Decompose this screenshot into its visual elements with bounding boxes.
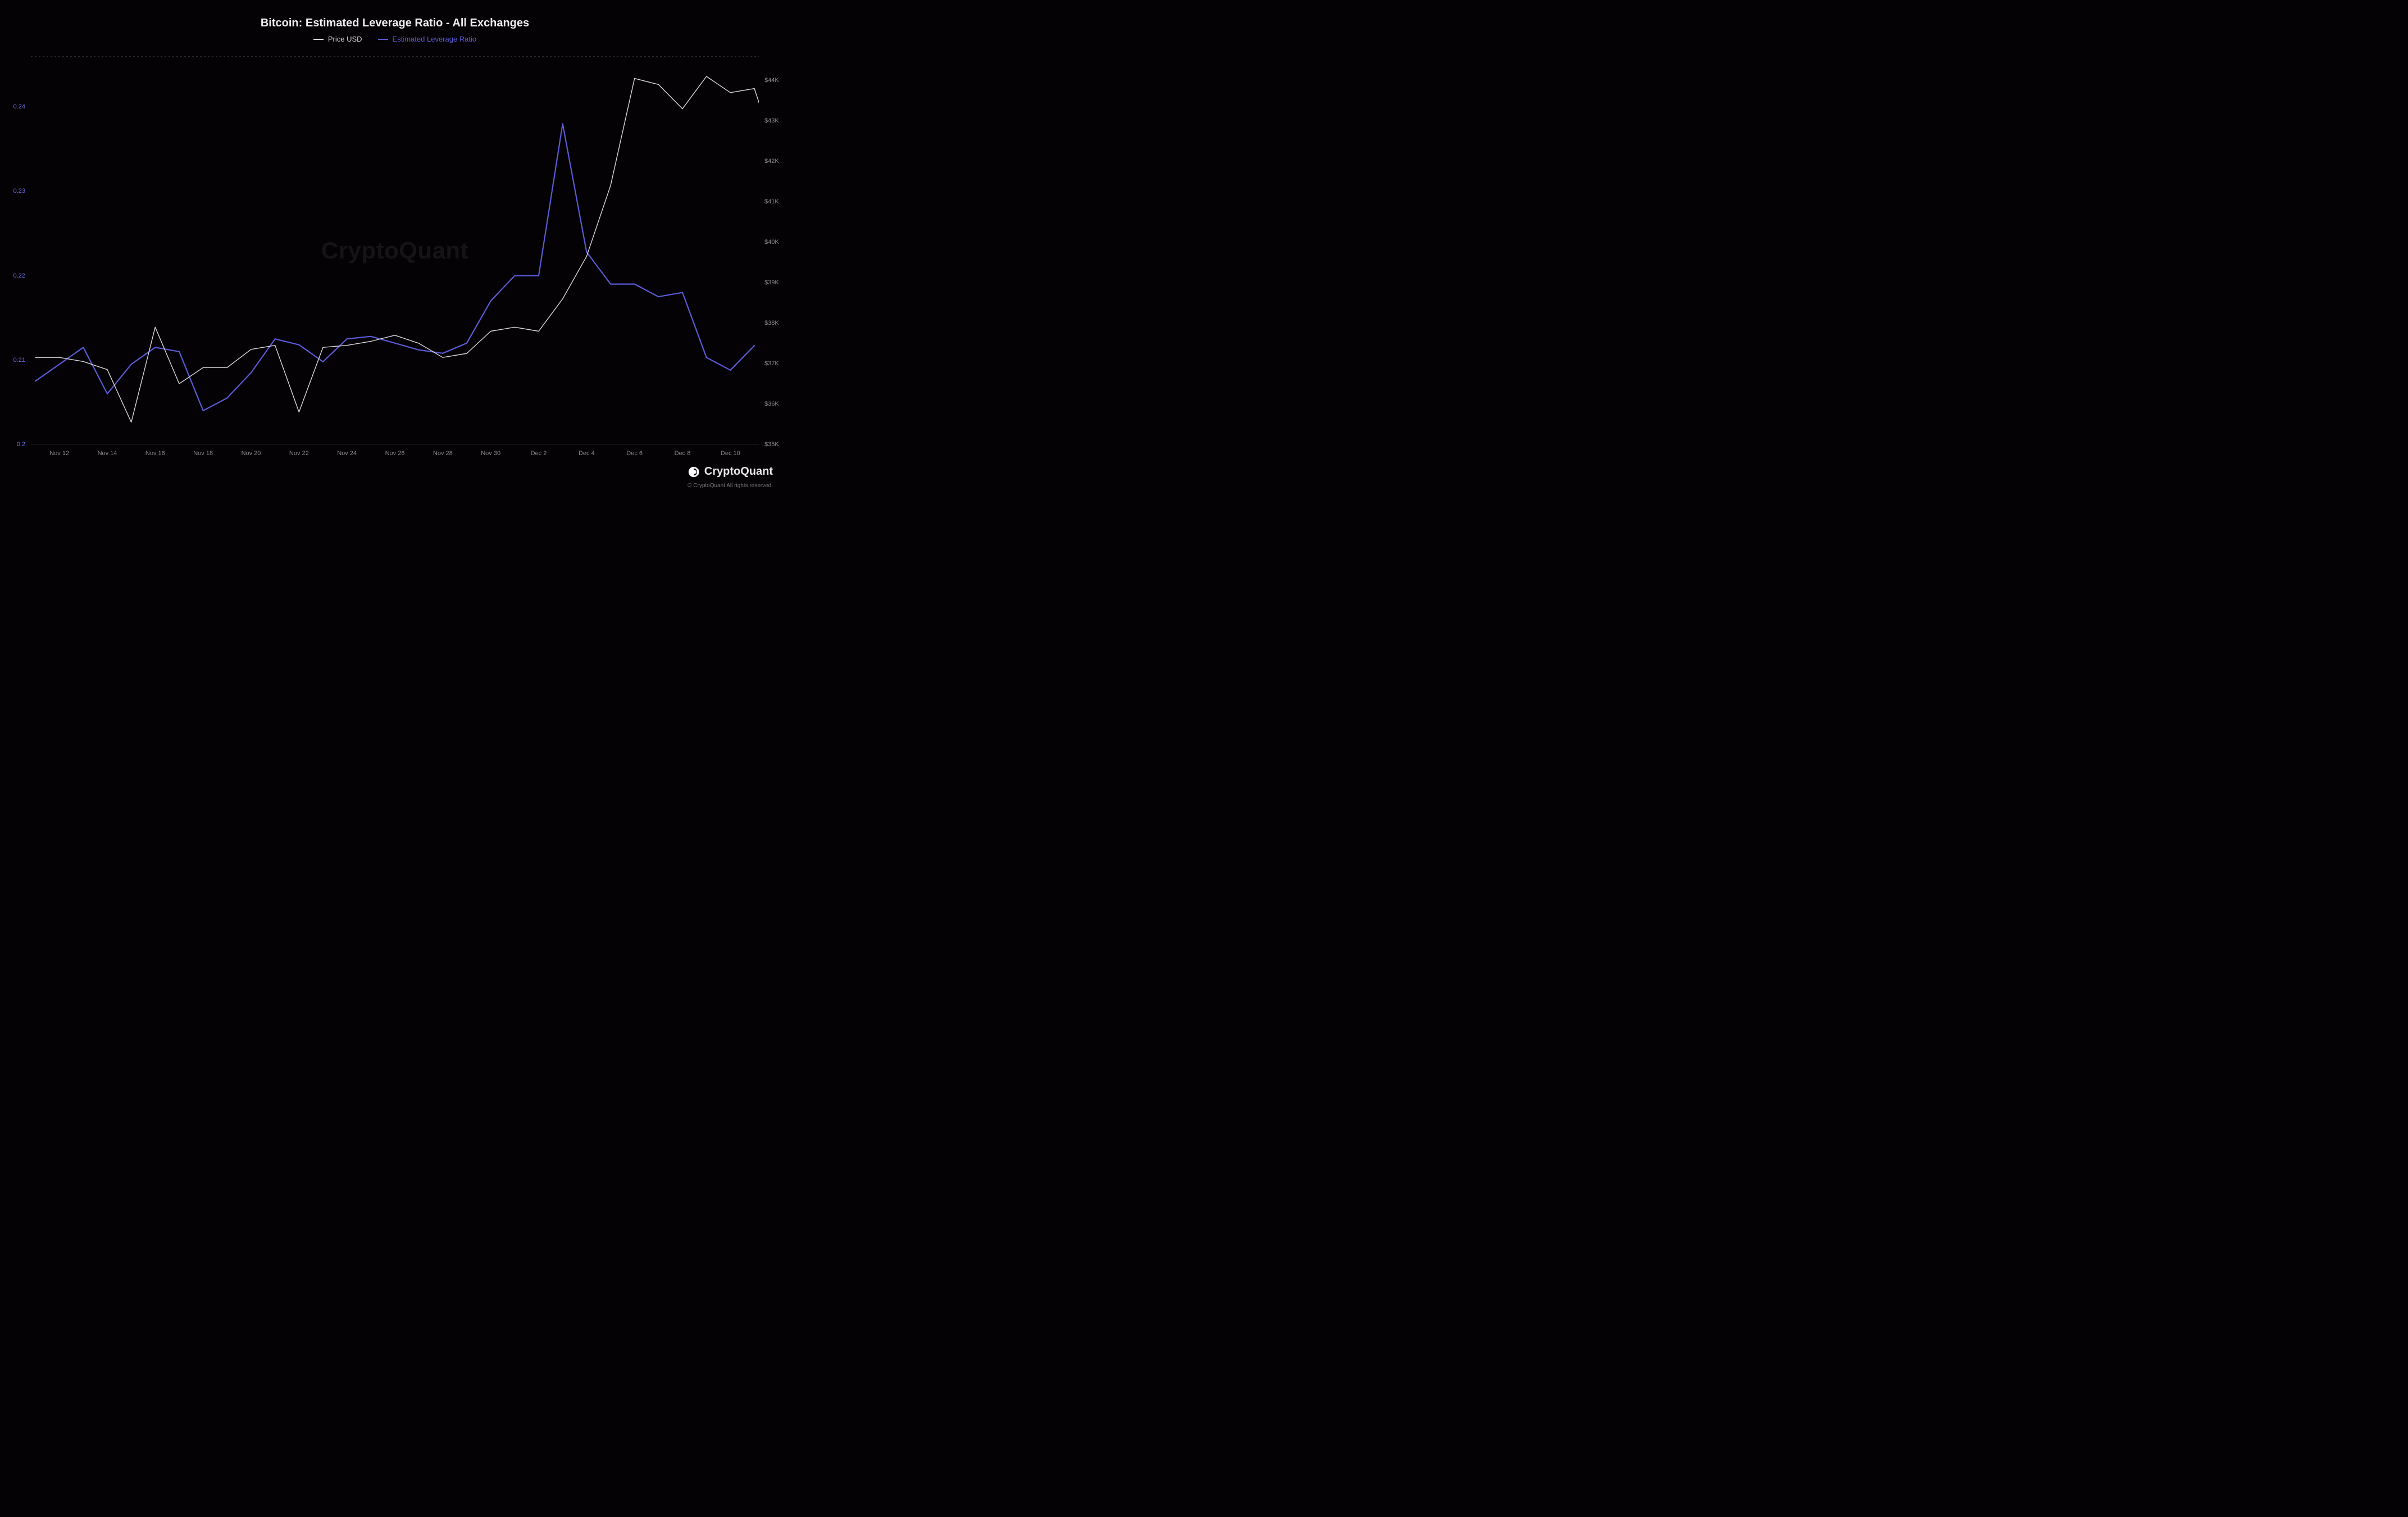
- y-left-tick: 0.23: [13, 188, 25, 194]
- brand-logo: CryptoQuant: [688, 465, 773, 478]
- y-right-tick: $35K: [764, 441, 779, 448]
- y-right-tick: $43K: [764, 117, 779, 124]
- x-tick: Dec 10: [721, 450, 740, 457]
- x-tick: Nov 16: [145, 450, 165, 457]
- y-right-tick: $41K: [764, 198, 779, 205]
- x-tick: Dec 4: [579, 450, 595, 457]
- legend: Price USD Estimated Leverage Ratio: [0, 35, 790, 43]
- plot-svg: [31, 56, 759, 444]
- y-right-tick: $42K: [764, 158, 779, 165]
- y-right-tick: $39K: [764, 279, 779, 286]
- x-tick: Nov 24: [337, 450, 357, 457]
- x-tick: Nov 18: [193, 450, 213, 457]
- y-left-tick: 0.2: [17, 441, 25, 448]
- x-tick: Dec 2: [531, 450, 547, 457]
- brand-icon: [688, 466, 700, 478]
- y-left-tick: 0.22: [13, 272, 25, 279]
- legend-swatch-leverage: [378, 39, 388, 40]
- y-left-tick: 0.21: [13, 357, 25, 364]
- y-right-tick: $44K: [764, 77, 779, 84]
- plot-area: CryptoQuant: [31, 56, 759, 444]
- copyright: © CryptoQuant All rights reserved.: [688, 483, 773, 489]
- legend-swatch-price: [313, 39, 324, 40]
- x-tick: Nov 12: [49, 450, 69, 457]
- x-tick: Nov 14: [98, 450, 117, 457]
- legend-label-price: Price USD: [328, 35, 362, 43]
- legend-item-leverage: Estimated Leverage Ratio: [378, 35, 477, 43]
- x-tick: Nov 30: [481, 450, 500, 457]
- chart-container: Bitcoin: Estimated Leverage Ratio - All …: [0, 0, 790, 498]
- y-right-tick: $37K: [764, 360, 779, 367]
- x-tick: Nov 22: [289, 450, 309, 457]
- legend-item-price: Price USD: [313, 35, 362, 43]
- chart-title: Bitcoin: Estimated Leverage Ratio - All …: [0, 17, 790, 30]
- y-left-tick: 0.24: [13, 103, 25, 110]
- x-tick: Nov 28: [433, 450, 453, 457]
- legend-label-leverage: Estimated Leverage Ratio: [393, 35, 477, 43]
- x-tick: Dec 6: [626, 450, 643, 457]
- brand-text: CryptoQuant: [704, 465, 773, 478]
- x-tick: Nov 20: [242, 450, 261, 457]
- x-tick: Nov 26: [385, 450, 405, 457]
- x-tick: Dec 8: [675, 450, 691, 457]
- y-right-tick: $40K: [764, 239, 779, 246]
- y-right-tick: $38K: [764, 320, 779, 326]
- y-right-tick: $36K: [764, 401, 779, 407]
